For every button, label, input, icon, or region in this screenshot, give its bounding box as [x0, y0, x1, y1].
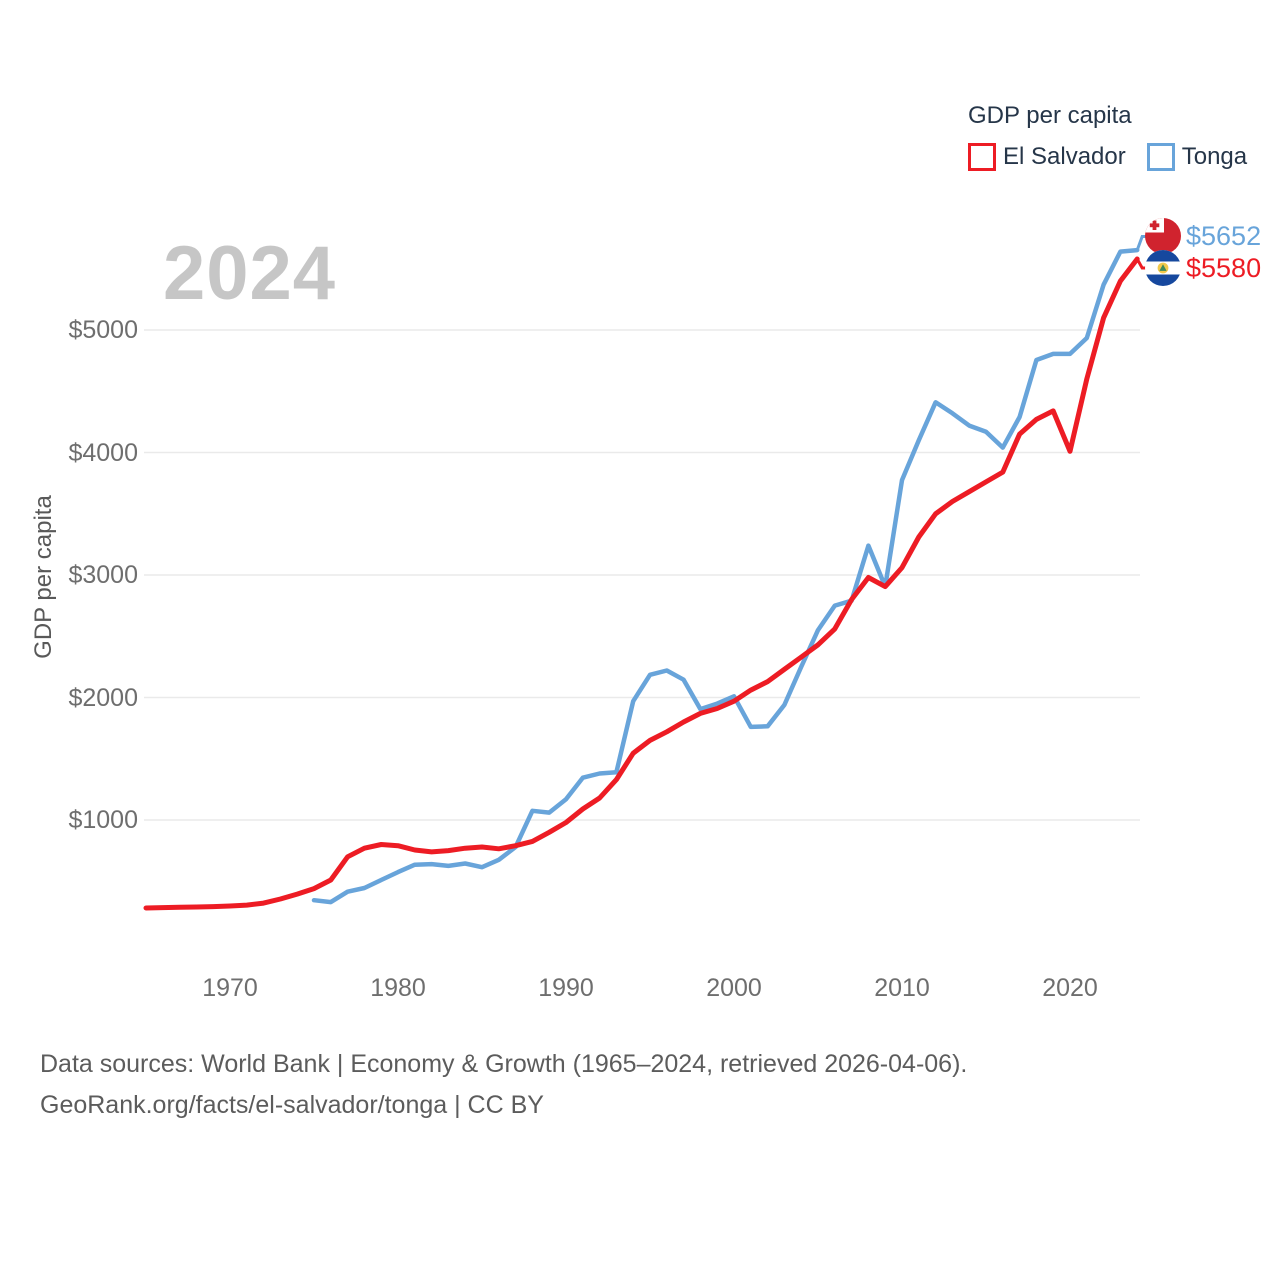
footer: Data sources: World Bank | Economy & Gro…	[40, 1044, 967, 1126]
year-watermark: 2024	[163, 231, 337, 316]
footer-sources-line: Data sources: World Bank | Economy & Gro…	[40, 1050, 968, 1078]
tonga-swatch-icon	[1146, 143, 1175, 171]
tonga-line	[311, 247, 1140, 905]
end-label-el-salvador: $5580	[1145, 250, 1261, 286]
tonga-flag-icon	[1145, 218, 1181, 254]
legend-items: El Salvador Tonga	[968, 143, 1247, 171]
legend-item-el-salvador: El Salvador	[968, 143, 1126, 171]
y-tick-label: $2000	[68, 683, 138, 712]
el-salvador-line	[143, 256, 1140, 911]
x-tick-label: 2010	[874, 974, 930, 1002]
end-label-tonga: $5652	[1145, 218, 1261, 254]
el-salvador-end-value: $5580	[1186, 252, 1262, 283]
legend: GDP per capita El Salvador Tonga	[968, 102, 1247, 171]
x-tick-label: 1990	[538, 974, 594, 1002]
y-tick-label: $1000	[68, 806, 138, 834]
legend-label-el-salvador: El Salvador	[1003, 143, 1126, 170]
y-tick-label: $4000	[68, 438, 138, 467]
x-tick-label: 2000	[706, 974, 762, 1002]
y-tick-label: $3000	[68, 561, 138, 589]
y-tick-label: $5000	[68, 316, 138, 344]
tonga-end-value: $5652	[1186, 220, 1262, 251]
legend-title: GDP per capita	[968, 102, 1132, 129]
x-tick-label: 2020	[1042, 974, 1098, 1002]
x-tick-label: 1980	[370, 974, 426, 1002]
el-salvador-label-connector	[1135, 258, 1146, 270]
x-tick-label: 1970	[202, 974, 258, 1002]
el-salvador-swatch-icon	[968, 143, 996, 171]
legend-label-tonga: Tonga	[1181, 143, 1248, 170]
footer-attribution-line: GeoRank.org/facts/el-salvador/tonga | CC…	[40, 1091, 544, 1119]
el-salvador-flag-icon	[1145, 250, 1181, 286]
tonga-label-connector	[1135, 235, 1146, 251]
legend-item-tonga: Tonga	[1146, 143, 1248, 171]
